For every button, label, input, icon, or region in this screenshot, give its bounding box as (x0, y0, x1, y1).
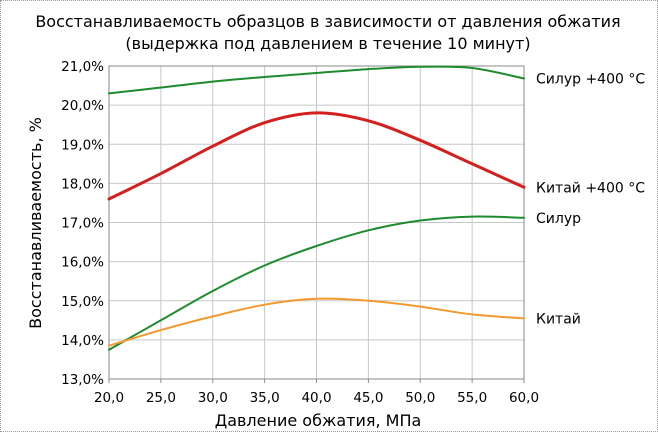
series-line (108, 215, 525, 351)
y-tick-label: 14,0% (61, 333, 104, 349)
y-tick-label: 21,0% (61, 59, 104, 75)
y-tick-label: 15,0% (61, 294, 104, 310)
y-tick-label: 19,0% (61, 137, 104, 153)
series-line (108, 297, 525, 347)
y-tick-label: 13,0% (61, 372, 104, 388)
y-tick-label: 18,0% (61, 176, 104, 192)
x-tick-label: 50,0 (405, 390, 435, 406)
y-axis-ticks: 13,0% 14,0% 15,0% 16,0% 17,0% 18,0% 19,0% 20,0%… (61, 59, 104, 388)
y-axis-label: Восстанавливаемость, % (26, 117, 45, 329)
x-tick-label: 30,0 (198, 390, 228, 406)
series-end-label: Китай (536, 311, 581, 327)
x-tick-label: 35,0 (250, 390, 280, 406)
x-axis-label: Давление обжатия, МПа (215, 411, 422, 430)
series-labels: Силур +400 °C Китай +400 °C Силур Китай (536, 72, 645, 328)
series-end-label: Силур +400 °C (536, 72, 645, 88)
y-tick-label: 20,0% (61, 98, 104, 114)
series-end-label: Силур (536, 211, 581, 227)
series-line (108, 65, 525, 95)
y-tick-label: 17,0% (61, 216, 104, 232)
series-lines (107, 65, 526, 351)
x-tick-label: 55,0 (457, 390, 487, 406)
x-tick-label: 60,0 (509, 390, 539, 406)
y-tick-label: 16,0% (61, 255, 104, 271)
chart-title: Восстанавливаемость образцов в зависимос… (35, 12, 620, 31)
x-tick-label: 20,0 (94, 390, 124, 406)
series-line (107, 111, 526, 201)
x-tick-label: 40,0 (301, 390, 331, 406)
x-tick-label: 25,0 (146, 390, 176, 406)
x-axis-ticks: 20,0 25,0 30,0 35,0 40,0 45,0 50,0 55,0 60,0 (94, 379, 539, 406)
x-tick-label: 45,0 (353, 390, 383, 406)
series-end-label: Китай +400 °C (536, 180, 645, 196)
chart-subtitle: (выдержка под давлением в течение 10 мин… (125, 34, 530, 53)
